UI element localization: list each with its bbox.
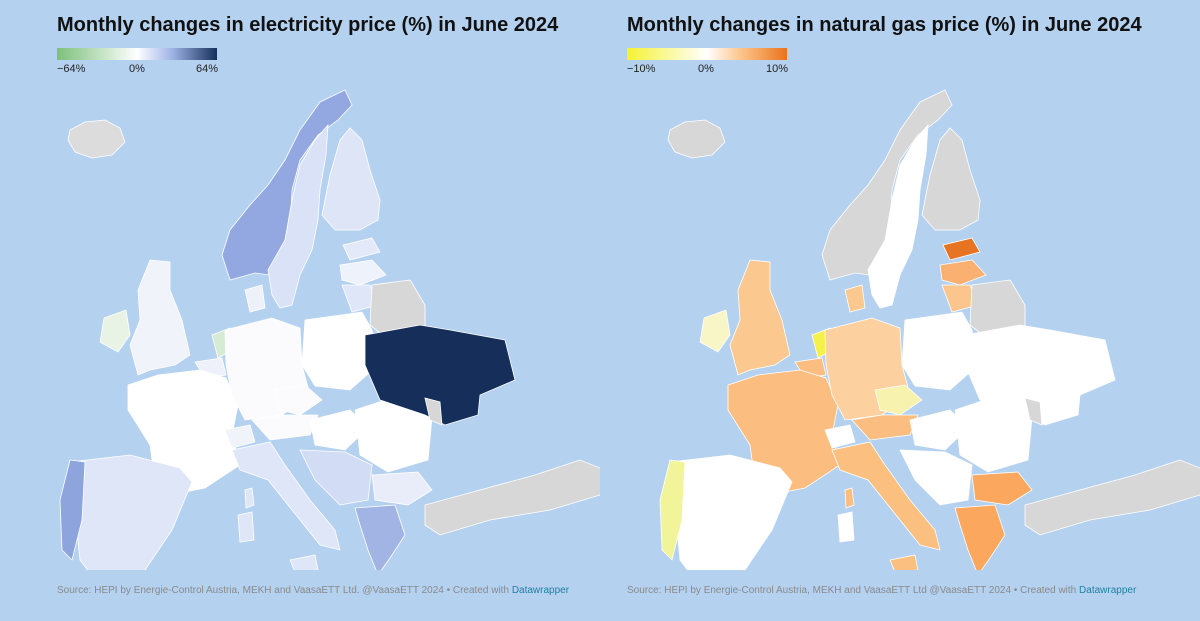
gas-europe-map[interactable]: [570, 80, 1200, 570]
country-finland-gas[interactable]: [921, 127, 981, 231]
country-finland-electricity[interactable]: [321, 127, 381, 231]
gas-source-note: Source: HEPI by Energie-Control Austria,…: [627, 585, 1136, 596]
electricity-europe-map[interactable]: [0, 80, 600, 570]
electricity-source-text: Source: HEPI by Energie-Control Austria,…: [57, 585, 510, 596]
electricity-map-title: Monthly changes in electricity price (%)…: [57, 14, 559, 36]
electricity-datawrapper-link[interactable]: Datawrapper: [511, 585, 570, 596]
electricity-legend: −64% 0% 64%: [57, 48, 219, 77]
country-corsica-electricity[interactable]: [244, 487, 255, 509]
country-turkey-gas[interactable]: [1024, 459, 1200, 536]
country-greece-electricity[interactable]: [354, 504, 406, 570]
country-ukraine-gas[interactable]: [964, 324, 1116, 426]
country-balkans-electricity[interactable]: [299, 449, 373, 506]
country-switzerland-electricity[interactable]: [224, 424, 256, 449]
country-austria-electricity[interactable]: [251, 414, 319, 441]
country-greece-gas[interactable]: [954, 504, 1006, 570]
electricity-legend-min: −64%: [57, 63, 86, 75]
country-denmark-electricity[interactable]: [244, 284, 266, 313]
country-czechia-gas[interactable]: [874, 384, 923, 416]
country-turkey-electricity[interactable]: [424, 459, 600, 536]
country-uk-gas[interactable]: [729, 259, 791, 376]
gas-legend-gradient: [627, 48, 787, 60]
country-poland-electricity[interactable]: [301, 311, 379, 391]
country-sweden-electricity[interactable]: [267, 123, 329, 309]
country-spain-electricity[interactable]: [69, 454, 193, 570]
gas-legend-mid: 0%: [698, 63, 714, 75]
electricity-legend-max: 64%: [196, 63, 219, 75]
gas-legend-max: 10%: [766, 63, 789, 75]
country-ireland-gas[interactable]: [699, 309, 731, 353]
country-sardinia-gas[interactable]: [837, 511, 855, 543]
country-balkans-gas[interactable]: [899, 449, 973, 506]
country-corsica-gas[interactable]: [844, 487, 855, 509]
country-italy-gas[interactable]: [831, 441, 941, 551]
country-latvia-gas[interactable]: [939, 259, 987, 286]
country-sardinia-electricity[interactable]: [237, 511, 255, 543]
country-hungary-gas[interactable]: [909, 409, 969, 451]
country-moldova-gas[interactable]: [1024, 397, 1043, 426]
gas-legend: −10% 0% 10%: [627, 48, 789, 77]
country-moldova-electricity[interactable]: [424, 397, 443, 426]
country-latvia-electricity[interactable]: [339, 259, 387, 286]
electricity-legend-gradient: [57, 48, 217, 60]
country-bulgaria-electricity[interactable]: [371, 471, 433, 506]
country-iceland-gas[interactable]: [667, 119, 726, 159]
country-estonia-electricity[interactable]: [342, 237, 381, 261]
country-poland-gas[interactable]: [901, 311, 979, 391]
gas-source-text: Source: HEPI by Energie-Control Austria,…: [627, 585, 1077, 596]
country-czechia-electricity[interactable]: [274, 384, 323, 416]
country-iceland-electricity[interactable]: [67, 119, 126, 159]
gas-map-title: Monthly changes in natural gas price (%)…: [627, 14, 1142, 36]
country-switzerland-gas[interactable]: [824, 424, 856, 449]
country-uk-electricity[interactable]: [129, 259, 191, 376]
country-bulgaria-gas[interactable]: [971, 471, 1033, 506]
country-sicily-electricity[interactable]: [289, 554, 319, 570]
country-portugal-electricity[interactable]: [59, 459, 86, 561]
country-austria-gas[interactable]: [851, 414, 919, 441]
electricity-legend-mid: 0%: [129, 63, 145, 75]
gas-map-panel: Monthly changes in natural gas price (%)…: [570, 0, 1200, 621]
country-hungary-electricity[interactable]: [309, 409, 369, 451]
country-denmark-gas[interactable]: [844, 284, 866, 313]
country-ireland-electricity[interactable]: [99, 309, 131, 353]
gas-datawrapper-link[interactable]: Datawrapper: [1079, 585, 1137, 596]
country-portugal-gas[interactable]: [659, 459, 686, 561]
country-sicily-gas[interactable]: [889, 554, 919, 570]
electricity-map-panel: Monthly changes in electricity price (%)…: [0, 14, 600, 596]
country-spain-gas[interactable]: [669, 454, 793, 570]
country-italy-electricity[interactable]: [231, 441, 341, 551]
country-estonia-gas[interactable]: [942, 237, 981, 261]
gas-legend-min: −10%: [627, 63, 656, 75]
country-ukraine-electricity[interactable]: [364, 324, 516, 426]
electricity-source-note: Source: HEPI by Energie-Control Austria,…: [57, 585, 569, 596]
country-sweden-gas[interactable]: [867, 123, 929, 309]
